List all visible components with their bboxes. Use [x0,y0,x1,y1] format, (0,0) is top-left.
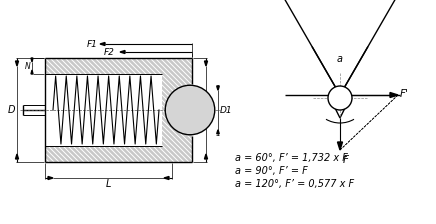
Text: F: F [343,155,349,165]
Text: a: a [337,54,343,64]
Polygon shape [31,58,33,62]
Text: H: H [208,106,215,114]
Text: F1: F1 [87,39,98,49]
Bar [45,58,192,162]
Text: a = 120°, F’ = 0,577 x F: a = 120°, F’ = 0,577 x F [235,179,354,189]
Polygon shape [100,43,105,45]
Polygon shape [16,61,18,66]
Circle shape [165,85,215,135]
Polygon shape [390,93,398,97]
Polygon shape [337,142,343,150]
Polygon shape [335,108,345,118]
Polygon shape [217,130,219,134]
Polygon shape [120,50,125,54]
Text: D1: D1 [220,106,233,114]
Polygon shape [31,70,33,74]
Polygon shape [164,177,169,179]
Text: L: L [106,179,111,189]
Text: a = 90°, F’ = F: a = 90°, F’ = F [235,166,308,176]
Text: N: N [25,62,31,71]
Circle shape [328,86,352,110]
Polygon shape [16,154,18,159]
Bar [45,74,162,146]
Polygon shape [48,177,53,179]
Text: F2: F2 [104,47,115,56]
Polygon shape [204,61,208,66]
Text: F': F' [400,89,409,99]
Text: a = 60°, F’ = 1,732 x F: a = 60°, F’ = 1,732 x F [235,153,348,163]
Text: D: D [7,105,15,115]
Polygon shape [204,154,208,159]
Polygon shape [217,86,219,90]
